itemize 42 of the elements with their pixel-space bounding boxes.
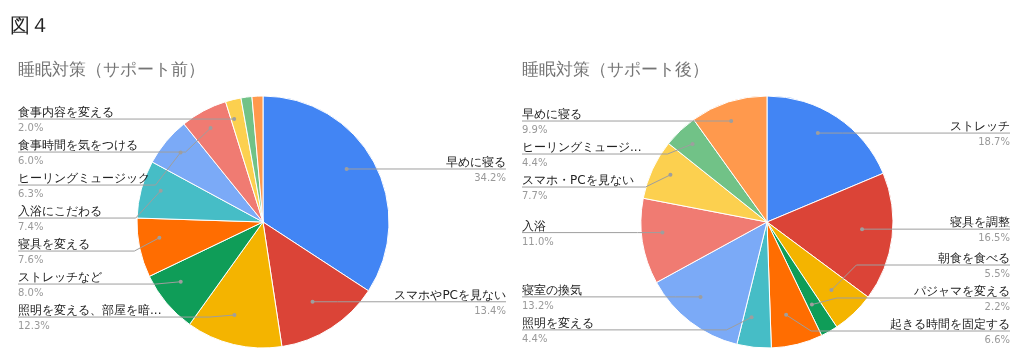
- data-label: 11.0%: [522, 235, 554, 247]
- data-label: 6.3%: [18, 188, 44, 200]
- slice-label: 入浴: [522, 218, 546, 233]
- slice-label: ストレッチなど: [18, 270, 102, 285]
- data-label: 34.2%: [474, 172, 506, 183]
- slice-label: スマホやPCを見ない: [394, 287, 506, 302]
- slice-label: 食事時間を気をつける: [18, 138, 138, 153]
- data-label: 13.2%: [522, 299, 554, 311]
- data-label: 4.4%: [522, 157, 548, 169]
- data-label: 8.0%: [18, 287, 44, 299]
- slice-label: 寝具を調整: [950, 215, 1010, 230]
- data-label: 2.0%: [18, 122, 44, 134]
- chart-title: 睡眠対策（サポート後）: [522, 58, 709, 81]
- slice-label: ヒーリングミュージ...: [522, 140, 642, 155]
- data-label: 7.7%: [522, 190, 548, 202]
- data-label: 6.6%: [984, 334, 1010, 345]
- data-label: 12.3%: [18, 320, 50, 332]
- slice-label: パジャマを変える: [913, 284, 1010, 298]
- slice-label: 食事内容を変える: [18, 105, 114, 120]
- chart-title: 睡眠対策（サポート前）: [18, 58, 205, 81]
- slice-label: スマホ・PCを見ない: [522, 173, 634, 188]
- data-label: 2.2%: [984, 301, 1010, 312]
- slice-label: 早めに寝る: [522, 107, 582, 122]
- slice-label: 照明を変える: [522, 315, 594, 330]
- data-label: 16.5%: [978, 232, 1010, 244]
- data-label: 13.4%: [474, 304, 506, 316]
- slice-label: 起きる時間を固定する: [890, 317, 1010, 331]
- data-label: 7.6%: [18, 254, 44, 266]
- data-label: 9.9%: [522, 124, 548, 136]
- caption: 図４: [10, 12, 50, 39]
- data-label: 5.5%: [984, 268, 1010, 279]
- slice-label: ストレッチ: [950, 119, 1010, 134]
- data-label: 7.4%: [18, 221, 44, 233]
- data-label: 18.7%: [978, 136, 1010, 148]
- data-label: 6.0%: [18, 155, 44, 167]
- slice-label: 朝食を食べる: [938, 251, 1010, 265]
- slice-label: 寝具を変える: [18, 237, 90, 252]
- slice-label: 寝室の換気: [522, 282, 582, 297]
- slice-label: 照明を変える、部屋を暗...: [18, 303, 162, 318]
- slice-label: 早めに寝る: [446, 155, 506, 169]
- data-label: 4.4%: [522, 332, 548, 344]
- slice-label: 入浴にこだわる: [18, 204, 102, 219]
